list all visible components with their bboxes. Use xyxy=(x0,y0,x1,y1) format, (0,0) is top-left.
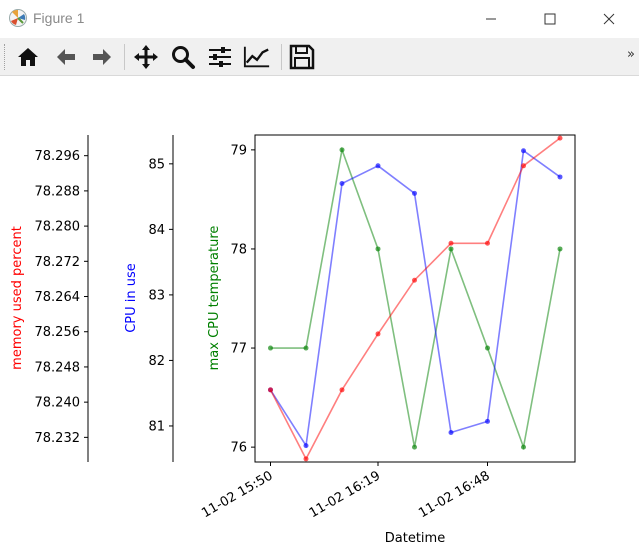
series-point-2 xyxy=(448,246,454,252)
cpu-tick-label: 84 xyxy=(148,223,165,238)
maximize-button[interactable] xyxy=(537,6,563,32)
series-point-0 xyxy=(448,240,454,246)
zoom-icon xyxy=(172,46,195,69)
series-point-2 xyxy=(485,345,490,351)
series-point-2 xyxy=(339,147,345,153)
toolbar-overflow-button[interactable]: » xyxy=(627,47,635,62)
x-tick-label: 11-02 16:48 xyxy=(416,468,492,521)
back-arrow-icon xyxy=(57,49,75,65)
close-icon xyxy=(603,13,615,25)
x-tick-label: 11-02 16:19 xyxy=(307,468,383,521)
cpu-tick-label: 83 xyxy=(148,288,165,303)
pan-button[interactable] xyxy=(132,43,160,71)
cpu-tick-label: 85 xyxy=(148,157,165,172)
edit-axes-icon xyxy=(243,46,270,68)
series-point-2 xyxy=(375,246,381,252)
memory-tick-label: 78.248 xyxy=(35,360,81,375)
series-point-0 xyxy=(303,456,309,462)
configure-subplots-button[interactable] xyxy=(206,43,234,71)
close-button[interactable] xyxy=(596,6,622,32)
title-bar: Figure 1 xyxy=(0,0,639,38)
temp-axis-label: max CPU temperature xyxy=(207,226,222,371)
home-icon xyxy=(18,48,38,66)
series-point-2 xyxy=(557,246,563,252)
series-point-0 xyxy=(268,387,273,393)
series-point-1 xyxy=(557,174,563,180)
memory-tick-label: 78.232 xyxy=(35,431,81,446)
maximize-icon xyxy=(544,13,556,25)
series-point-0 xyxy=(521,163,526,169)
series-point-0 xyxy=(375,331,381,337)
series-point-1 xyxy=(521,148,526,154)
save-icon xyxy=(289,44,315,70)
toolbar-separator xyxy=(124,44,125,70)
zoom-button[interactable] xyxy=(169,43,197,71)
cpu-tick-label: 82 xyxy=(148,354,165,369)
minimize-button[interactable] xyxy=(478,6,504,32)
pan-icon xyxy=(134,45,158,69)
series-point-1 xyxy=(303,443,309,449)
window-title: Figure 1 xyxy=(33,10,85,26)
series-line-0 xyxy=(269,137,561,461)
series-point-0 xyxy=(485,240,490,246)
x-axis-label: Datetime xyxy=(385,531,445,546)
series-point-2 xyxy=(268,345,273,351)
temp-tick-label: 79 xyxy=(230,143,247,158)
series-point-0 xyxy=(557,135,563,141)
memory-tick-label: 78.240 xyxy=(35,396,81,411)
memory-tick-label: 78.296 xyxy=(35,149,81,164)
memory-axis-label: memory used percent xyxy=(10,226,25,370)
series-point-1 xyxy=(485,418,490,424)
toolbar-separator xyxy=(281,44,282,70)
series-point-1 xyxy=(412,190,417,196)
cpu-tick-label: 81 xyxy=(148,419,165,434)
matplotlib-logo-icon xyxy=(9,9,27,27)
minimize-icon xyxy=(486,18,496,20)
cpu-axis-label: CPU in use xyxy=(124,263,139,333)
forward-arrow-icon xyxy=(93,49,111,65)
series-point-0 xyxy=(339,387,345,393)
memory-tick-label: 78.272 xyxy=(35,255,81,270)
series-point-0 xyxy=(412,277,417,283)
forward-button[interactable] xyxy=(88,43,116,71)
home-button[interactable] xyxy=(14,43,42,71)
configure-subplots-icon xyxy=(209,47,231,67)
memory-tick-label: 78.280 xyxy=(35,220,81,235)
memory-tick-label: 78.264 xyxy=(35,290,81,305)
save-button[interactable] xyxy=(288,43,316,71)
plot-area-frame xyxy=(254,134,576,463)
temp-tick-label: 78 xyxy=(230,242,247,257)
memory-tick-label: 78.288 xyxy=(35,184,81,199)
toolbar-grip[interactable] xyxy=(4,44,8,70)
series-point-2 xyxy=(412,444,417,450)
series-point-1 xyxy=(375,163,381,169)
edit-axes-button[interactable] xyxy=(243,43,271,71)
temp-tick-label: 77 xyxy=(230,342,247,357)
series-point-2 xyxy=(521,444,526,450)
memory-tick-label: 78.256 xyxy=(35,325,81,340)
series-point-1 xyxy=(448,430,454,436)
temp-tick-label: 76 xyxy=(230,441,247,456)
series-point-1 xyxy=(339,180,345,186)
back-button[interactable] xyxy=(52,43,80,71)
x-tick-label: 11-02 15:50 xyxy=(199,468,275,521)
series-point-2 xyxy=(303,345,309,351)
navigation-toolbar: » xyxy=(0,38,639,76)
